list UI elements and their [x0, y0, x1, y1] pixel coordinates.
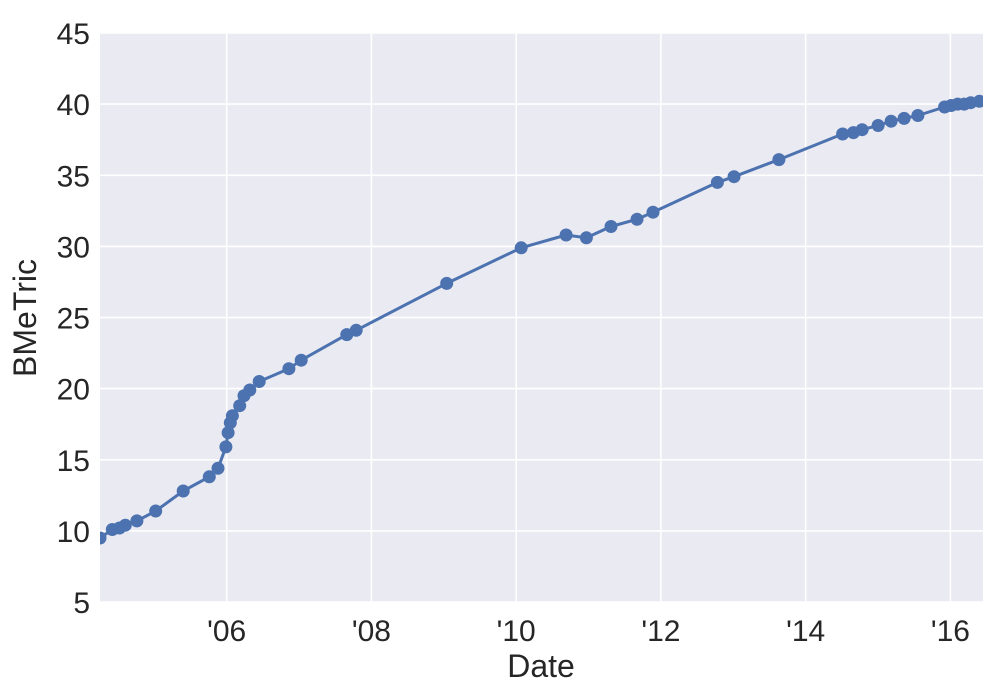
x-tick-label: '10 [497, 615, 536, 648]
data-point [211, 461, 225, 475]
data-point [282, 362, 296, 376]
y-tick-label: 45 [57, 18, 90, 51]
data-point [202, 470, 216, 484]
data-point [604, 220, 618, 233]
data-point [243, 383, 257, 397]
y-tick-label: 20 [57, 374, 90, 407]
data-point [911, 109, 925, 122]
y-tick-label: 10 [57, 516, 90, 549]
x-tick-label: '14 [786, 615, 825, 648]
data-point [871, 119, 885, 132]
data-point [252, 375, 266, 388]
data-point [294, 353, 308, 367]
plot: '06 '08 '10 '12 '14 '16 5 10 15 20 25 30 35 40 45 [57, 18, 983, 648]
x-tick-label: '06 [207, 615, 246, 648]
y-tick-label: 15 [57, 445, 90, 478]
data-point [514, 241, 528, 255]
data-point [219, 440, 233, 454]
x-tick-label: '08 [352, 615, 391, 648]
data-point [130, 514, 144, 528]
y-tick-label: 35 [57, 160, 90, 193]
data-point [884, 114, 898, 128]
x-axis-title: Date [507, 648, 575, 684]
data-point [579, 231, 593, 245]
data-point [630, 212, 644, 226]
y-tick-label: 5 [73, 587, 90, 620]
data-point [233, 399, 247, 413]
series-bmetric [100, 94, 983, 545]
data-point [855, 123, 869, 137]
data-point [349, 323, 363, 337]
data-point [710, 175, 724, 189]
data-point [727, 170, 741, 184]
y-axis-title: BMeTric [7, 259, 43, 377]
data-point [836, 127, 850, 141]
data-point [559, 228, 573, 242]
data-point [100, 531, 107, 545]
data-point [440, 276, 454, 290]
data-point [149, 504, 163, 518]
data-point [225, 409, 239, 423]
x-tick-label: '12 [641, 615, 680, 648]
data-point [646, 205, 660, 219]
data-point [772, 153, 786, 167]
data-point [897, 111, 911, 125]
y-tick-label: 40 [57, 89, 90, 122]
y-tick-label: 25 [57, 303, 90, 336]
data-point [972, 94, 983, 108]
x-tick-label: '16 [931, 615, 970, 648]
y-tick-label: 30 [57, 231, 90, 264]
data-point [176, 484, 190, 498]
data-point [118, 518, 132, 532]
data-point [221, 426, 235, 440]
